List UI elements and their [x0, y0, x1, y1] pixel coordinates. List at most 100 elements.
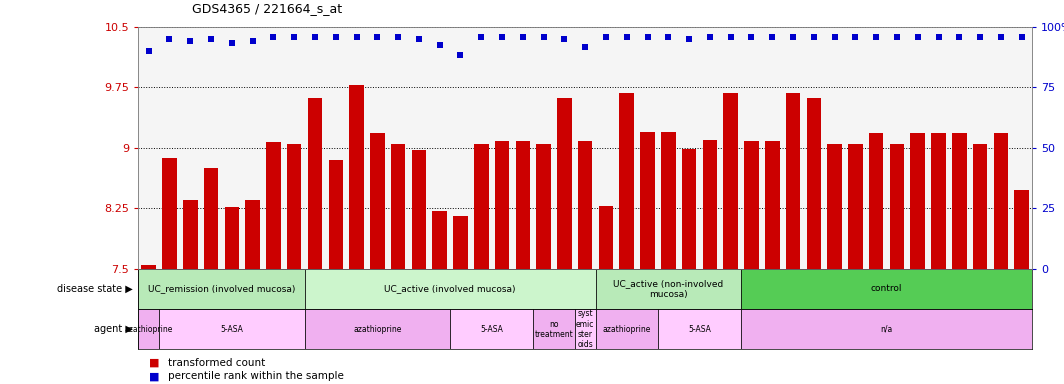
Bar	[558, 98, 571, 269]
Bar	[596, 269, 742, 309]
Point	[681, 36, 698, 42]
Bar	[682, 149, 697, 269]
Bar	[142, 265, 156, 269]
Bar	[138, 309, 160, 349]
Point	[867, 34, 884, 40]
Point	[722, 33, 739, 40]
Bar	[765, 141, 780, 269]
Bar	[304, 269, 596, 309]
Text: disease state ▶: disease state ▶	[57, 284, 133, 294]
Bar	[287, 144, 301, 269]
Point	[369, 34, 386, 40]
Bar	[619, 93, 634, 269]
Bar	[138, 269, 304, 309]
Point	[993, 34, 1010, 40]
Point	[202, 36, 219, 42]
Bar	[931, 133, 946, 269]
Point	[639, 34, 656, 40]
Point	[306, 33, 323, 40]
Bar	[246, 200, 260, 269]
Bar	[349, 85, 364, 269]
Bar	[432, 211, 447, 269]
Text: ■: ■	[149, 371, 163, 381]
Bar	[536, 144, 551, 269]
Bar	[575, 309, 596, 349]
Text: GDS4365 / 221664_s_at: GDS4365 / 221664_s_at	[192, 2, 342, 15]
Point	[535, 34, 552, 40]
Text: ■: ■	[149, 358, 163, 368]
Bar	[661, 132, 676, 269]
Text: UC_remission (involved mucosa): UC_remission (involved mucosa)	[148, 285, 295, 293]
Text: syst
emic
ster
oids: syst emic ster oids	[576, 309, 595, 349]
Point	[847, 34, 864, 40]
Point	[971, 34, 988, 40]
Point	[472, 34, 489, 40]
Bar	[848, 144, 863, 269]
Bar	[495, 141, 510, 269]
Text: UC_active (involved mucosa): UC_active (involved mucosa)	[384, 285, 516, 293]
Text: percentile rank within the sample: percentile rank within the sample	[168, 371, 344, 381]
Point	[265, 34, 282, 40]
Text: agent ▶: agent ▶	[94, 324, 133, 334]
Point	[888, 34, 905, 40]
Text: n/a: n/a	[880, 325, 893, 334]
Point	[660, 34, 677, 40]
Point	[411, 36, 428, 42]
Point	[701, 34, 718, 40]
Text: no
treatment: no treatment	[534, 319, 573, 339]
Point	[951, 34, 968, 40]
Text: 5-ASA: 5-ASA	[480, 325, 503, 334]
Point	[910, 34, 927, 40]
Bar	[742, 269, 1032, 309]
Bar	[890, 144, 904, 269]
Bar	[162, 157, 177, 269]
Bar	[412, 150, 427, 269]
Point	[348, 33, 365, 40]
Text: azathioprine: azathioprine	[124, 325, 173, 334]
Point	[577, 44, 594, 50]
Point	[452, 52, 469, 58]
Point	[555, 36, 572, 42]
Bar	[952, 133, 966, 269]
Bar	[807, 98, 821, 269]
Bar	[911, 133, 925, 269]
Point	[784, 33, 801, 40]
Bar	[702, 140, 717, 269]
Bar	[450, 309, 533, 349]
Bar	[204, 168, 218, 269]
Text: UC_active (non-involved
mucosa): UC_active (non-involved mucosa)	[613, 279, 724, 299]
Bar	[453, 215, 468, 269]
Bar	[225, 207, 239, 269]
Bar	[724, 93, 738, 269]
Bar	[329, 160, 343, 269]
Text: 5-ASA: 5-ASA	[688, 325, 711, 334]
Point	[514, 33, 531, 40]
Bar	[641, 132, 654, 269]
Bar	[304, 309, 450, 349]
Point	[930, 34, 947, 40]
Bar	[869, 133, 883, 269]
Bar	[658, 309, 742, 349]
Bar	[183, 200, 198, 269]
Bar	[160, 309, 304, 349]
Bar	[742, 309, 1032, 349]
Point	[618, 33, 635, 40]
Bar	[533, 309, 575, 349]
Point	[1013, 34, 1030, 40]
Text: transformed count: transformed count	[168, 358, 265, 368]
Bar	[516, 141, 530, 269]
Point	[764, 34, 781, 40]
Text: control: control	[870, 285, 902, 293]
Bar	[828, 144, 842, 269]
Point	[182, 38, 199, 45]
Text: azathioprine: azathioprine	[602, 325, 651, 334]
Point	[826, 34, 843, 40]
Point	[431, 41, 448, 48]
Bar	[786, 93, 800, 269]
Point	[389, 34, 406, 40]
Bar	[972, 144, 987, 269]
Bar	[370, 133, 384, 269]
Point	[598, 34, 615, 40]
Point	[494, 33, 511, 40]
Point	[328, 34, 345, 40]
